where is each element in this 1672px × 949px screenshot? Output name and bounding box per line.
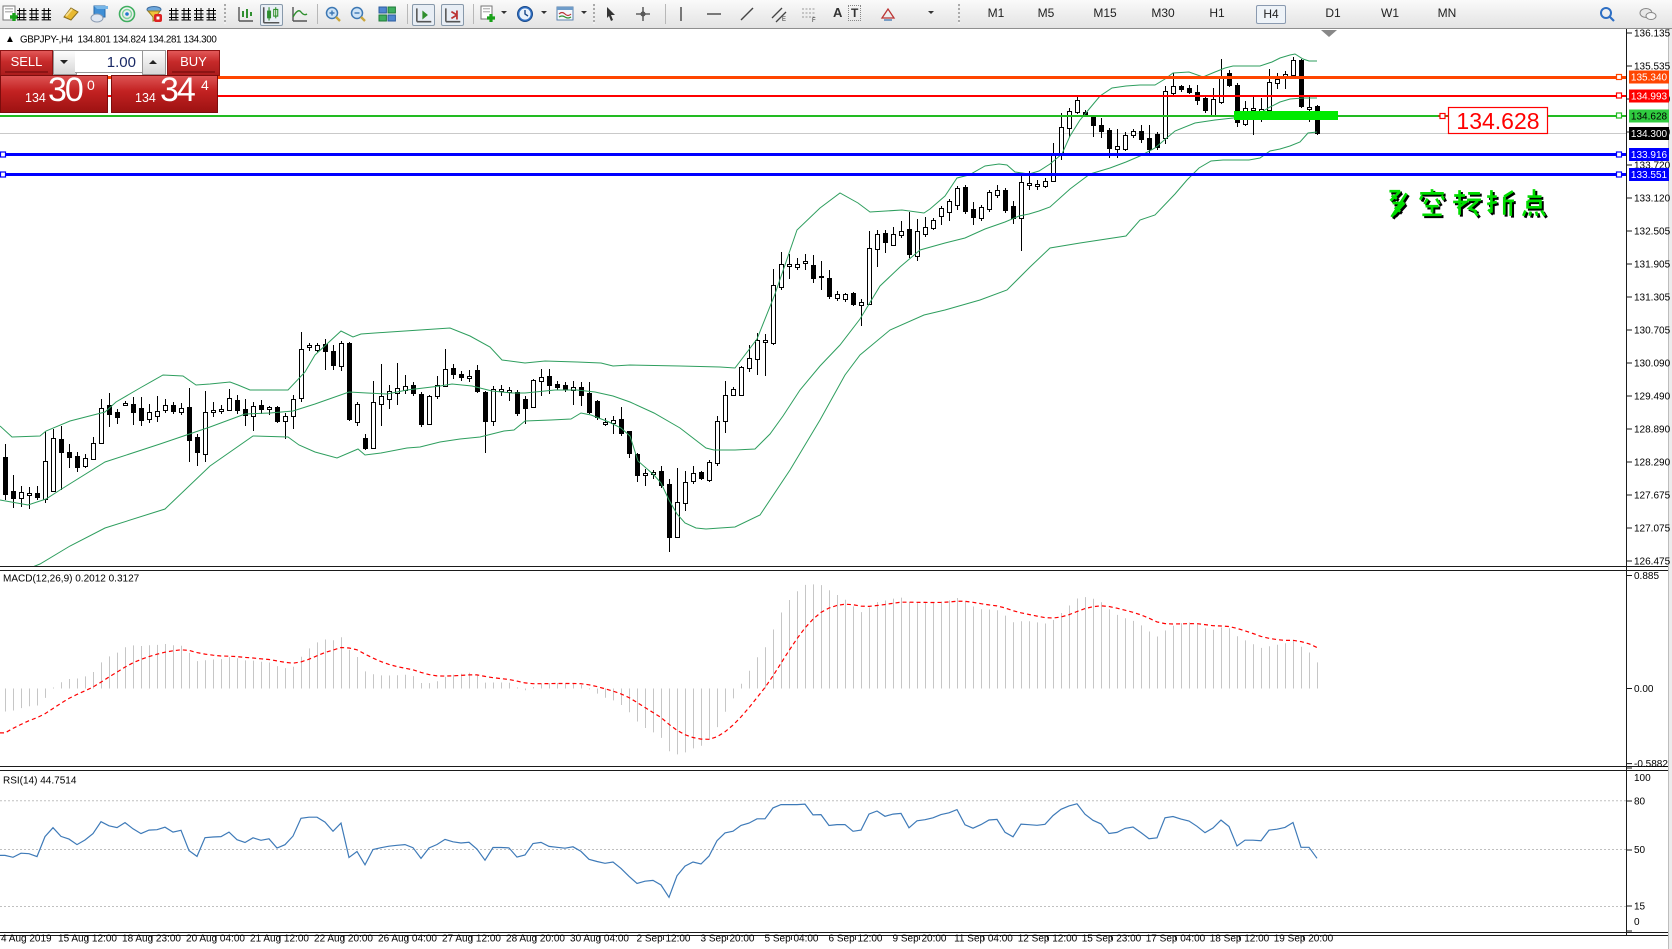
svg-text:RSI(14) 44.7514: RSI(14) 44.7514	[3, 776, 77, 787]
svg-text:30 Aug 04:00: 30 Aug 04:00	[570, 934, 629, 945]
svg-text:131.905: 131.905	[1634, 260, 1671, 271]
svg-text:19 Sep 20:00: 19 Sep 20:00	[1274, 934, 1334, 945]
svg-text:▲: ▲	[5, 34, 15, 45]
svg-text:134.628: 134.628	[1631, 112, 1668, 123]
svg-text:15: 15	[1634, 902, 1646, 913]
svg-text:133.551: 133.551	[1631, 170, 1668, 181]
svg-text:5 Sep 04:00: 5 Sep 04:00	[765, 934, 819, 945]
svg-text:126.475: 126.475	[1634, 557, 1671, 568]
svg-text:129.490: 129.490	[1634, 392, 1671, 403]
svg-text:28 Aug 20:00: 28 Aug 20:00	[506, 934, 565, 945]
svg-text:131.305: 131.305	[1634, 293, 1671, 304]
svg-text:GBPJPY-,H4 134.801 134.824 13: GBPJPY-,H4 134.801 134.824 134.281 134.3…	[20, 35, 217, 46]
svg-text:26 Aug 04:00: 26 Aug 04:00	[378, 934, 437, 945]
svg-text:127.075: 127.075	[1634, 524, 1671, 535]
svg-text:22 Aug 20:00: 22 Aug 20:00	[314, 934, 373, 945]
svg-text:21 Aug 12:00: 21 Aug 12:00	[250, 934, 309, 945]
svg-text:0.885: 0.885	[1634, 571, 1659, 582]
svg-text:132.505: 132.505	[1634, 227, 1671, 238]
svg-text:128.290: 128.290	[1634, 458, 1671, 469]
svg-text:4 Aug 2019: 4 Aug 2019	[1, 934, 52, 945]
svg-text:2 Sep 12:00: 2 Sep 12:00	[637, 934, 691, 945]
svg-text:27 Aug 12:00: 27 Aug 12:00	[442, 934, 501, 945]
svg-text:12 Sep 12:00: 12 Sep 12:00	[1018, 934, 1078, 945]
svg-text:0.00: 0.00	[1634, 684, 1654, 695]
svg-text:130.705: 130.705	[1634, 326, 1671, 337]
svg-text:100: 100	[1634, 773, 1651, 784]
svg-text:127.675: 127.675	[1634, 491, 1671, 502]
svg-text:135.535: 135.535	[1634, 62, 1671, 73]
svg-text:134.300: 134.300	[1631, 129, 1668, 140]
svg-text:80: 80	[1634, 797, 1646, 808]
svg-text:128.890: 128.890	[1634, 425, 1671, 436]
svg-text:0: 0	[1634, 917, 1640, 928]
svg-text:17 Sep 04:00: 17 Sep 04:00	[1146, 934, 1206, 945]
svg-text:-0.5882: -0.5882	[1634, 759, 1668, 770]
svg-text:136.135: 136.135	[1634, 29, 1671, 40]
svg-text:15 Aug 12:00: 15 Aug 12:00	[58, 934, 117, 945]
svg-text:134.628: 134.628	[1456, 108, 1539, 134]
svg-text:E: E	[782, 17, 786, 23]
svg-text:50: 50	[1634, 845, 1646, 856]
svg-text:6 Sep 12:00: 6 Sep 12:00	[829, 934, 883, 945]
svg-text:130.090: 130.090	[1634, 359, 1671, 370]
svg-text:133.720: 133.720	[1634, 161, 1671, 172]
svg-text:135.340: 135.340	[1631, 73, 1668, 84]
svg-text:11 Sep 04:00: 11 Sep 04:00	[954, 934, 1013, 945]
svg-text:134.993: 134.993	[1631, 92, 1668, 103]
svg-text:F: F	[812, 18, 816, 23]
svg-text:20 Aug 04:00: 20 Aug 04:00	[186, 934, 245, 945]
svg-text:18 Sep 12:00: 18 Sep 12:00	[1210, 934, 1270, 945]
svg-text:133.916: 133.916	[1631, 150, 1668, 161]
svg-text:9 Sep 20:00: 9 Sep 20:00	[893, 934, 947, 945]
svg-text:18 Aug 23:00: 18 Aug 23:00	[122, 934, 181, 945]
svg-text:MACD(12,26,9) 0.2012 0.3127: MACD(12,26,9) 0.2012 0.3127	[3, 574, 140, 585]
svg-text:15 Sep 23:00: 15 Sep 23:00	[1082, 934, 1142, 945]
svg-text:3 Sep 20:00: 3 Sep 20:00	[701, 934, 755, 945]
svg-text:133.120: 133.120	[1634, 194, 1671, 205]
